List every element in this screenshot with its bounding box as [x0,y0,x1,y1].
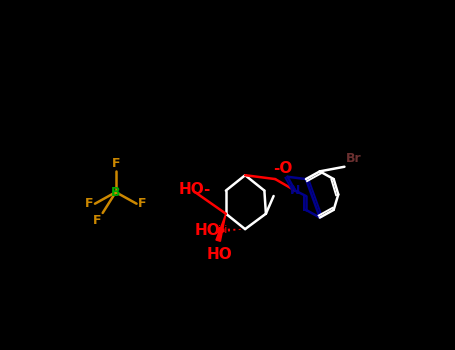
Text: iii: iii [218,225,228,235]
Text: -O: -O [273,161,293,176]
Text: N: N [290,184,300,197]
Text: F: F [93,215,101,228]
Text: HO: HO [195,223,221,238]
Text: F: F [111,157,120,170]
Text: F: F [85,197,93,210]
Text: F: F [138,197,147,210]
Text: HO: HO [207,247,233,262]
Text: Br: Br [346,152,362,165]
Text: B: B [111,186,121,199]
Polygon shape [216,214,226,241]
Text: HO-: HO- [178,182,211,197]
